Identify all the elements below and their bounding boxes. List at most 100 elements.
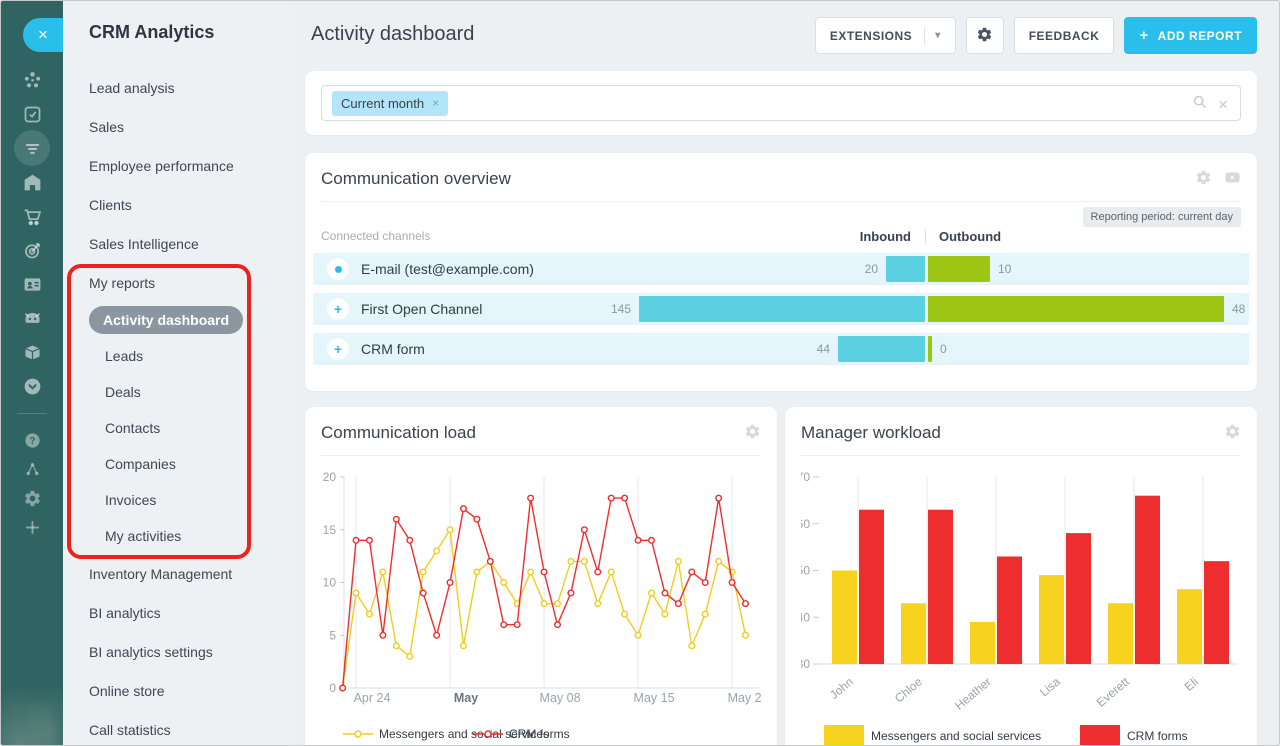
communication-load-chart: Apr 24 May May 08 May 15 May 22 0 5 10 15 20 Messe… <box>323 470 761 741</box>
filter-tag: Current month × <box>332 90 449 116</box>
strip-divider <box>17 413 47 414</box>
sidebar-item-leads[interactable]: Leads <box>89 338 285 374</box>
sidebar-item-label: BI analytics settings <box>89 643 213 660</box>
channel-label: First Open Channel <box>361 301 483 317</box>
target-icon[interactable] <box>1 233 63 267</box>
chevron-down-icon[interactable] <box>1 369 63 403</box>
sidebar-item-label: Sales <box>89 118 125 135</box>
add-report-button[interactable]: + ADD REPORT <box>1124 17 1257 54</box>
channel-rows: E-mail (test@example.com) 20 10 + First Open… <box>313 253 1249 373</box>
gear-icon[interactable] <box>744 423 761 445</box>
gear-icon[interactable] <box>1224 423 1241 445</box>
communication-load-panel: Communication load Apr 24 May May 08 May 15… <box>305 407 777 745</box>
sidebar-item-label: Clients <box>89 196 132 213</box>
sidebar-item-my-reports[interactable]: My reports <box>89 263 285 302</box>
sidebar-item-activity-dashboard[interactable]: Activity dashboard <box>89 302 285 338</box>
channel-dot-icon[interactable] <box>327 258 349 280</box>
sidebar-item-label: BI analytics <box>89 604 161 621</box>
sidebar-item-bi-analytics[interactable]: BI analytics <box>89 593 285 632</box>
add-report-label: ADD REPORT <box>1157 28 1242 43</box>
close-sidebar-button[interactable]: × <box>23 18 63 52</box>
gear-icon[interactable] <box>1195 169 1212 191</box>
sidebar-item-invoices[interactable]: Invoices <box>89 482 285 518</box>
filter-input[interactable]: Current month × × <box>321 85 1241 121</box>
button-divider <box>924 26 926 45</box>
channel-row[interactable]: E-mail (test@example.com) 20 10 <box>313 253 1249 285</box>
chevron-down-icon[interactable]: ▾ <box>935 30 941 41</box>
app-title: CRM Analytics <box>89 22 215 42</box>
filter-icons: × <box>1192 86 1228 122</box>
sidebar-item-label: Leads <box>105 348 144 364</box>
contact-card-icon[interactable] <box>1 267 63 301</box>
svg-text:20: 20 <box>323 470 337 484</box>
sidebar-item-my-activities[interactable]: My activities <box>89 518 285 554</box>
cart-icon[interactable] <box>1 199 63 233</box>
sidebar-item-label: Companies <box>105 456 176 472</box>
sidebar-item-call-statistics[interactable]: Call statistics <box>89 710 285 745</box>
sidebar-item-label: Invoices <box>105 492 157 508</box>
sidebar-item-sales-intelligence[interactable]: Sales Intelligence <box>89 224 285 263</box>
svg-text:0: 0 <box>329 681 336 695</box>
sidebar-item-label: My reports <box>89 274 156 291</box>
extensions-label: EXTENSIONS <box>829 28 913 43</box>
expand-plus-icon[interactable]: + <box>327 298 349 320</box>
svg-text:May: May <box>454 691 478 705</box>
clear-filter-icon[interactable]: × <box>1218 94 1228 114</box>
svg-text:40: 40 <box>801 610 810 624</box>
feedback-button[interactable]: FEEDBACK <box>1013 17 1115 54</box>
bot-icon[interactable] <box>1 301 63 335</box>
svg-text:Everett: Everett <box>1094 674 1133 710</box>
sidebar: CRM Analytics Lead analysis Sales Employee… <box>63 1 289 745</box>
warehouse-icon[interactable] <box>1 165 63 199</box>
sidebar-item-label: Contacts <box>105 420 161 436</box>
outbound-bar <box>928 256 990 282</box>
extensions-button[interactable]: EXTENSIONS ▾ <box>814 17 956 54</box>
inbound-bar <box>838 336 925 362</box>
filter-icon[interactable] <box>1 130 63 166</box>
sidebar-item-employee-performance[interactable]: Employee performance <box>89 146 285 185</box>
overview-column-header: Connected channels Inbound Outbound <box>321 229 1241 245</box>
sidebar-item-deals[interactable]: Deals <box>89 374 285 410</box>
expand-plus-icon[interactable]: + <box>327 338 349 360</box>
help-icon[interactable]: ? <box>1 426 63 455</box>
sidebar-item-label: Activity dashboard <box>89 306 244 334</box>
svg-text:May 08: May 08 <box>540 691 581 705</box>
remove-tag-icon[interactable]: × <box>432 96 440 110</box>
svg-text:Eli: Eli <box>1182 675 1201 694</box>
filter-tag-label: Current month <box>341 95 425 111</box>
sidebar-item-clients[interactable]: Clients <box>89 185 285 224</box>
channel-row[interactable]: + First Open Channel 145 48 <box>313 293 1249 325</box>
network-icon[interactable] <box>1 63 63 97</box>
sidebar-item-bi-analytics-settings[interactable]: BI analytics settings <box>89 632 285 671</box>
svg-text:CRM forms: CRM forms <box>1127 729 1188 743</box>
sidebar-item-label: Employee performance <box>89 157 234 174</box>
sidebar-item-online-store[interactable]: Online store <box>89 671 285 710</box>
svg-text:John: John <box>827 675 856 702</box>
sidebar-item-contacts[interactable]: Contacts <box>89 410 285 446</box>
svg-text:May 22: May 22 <box>728 691 761 705</box>
outbound-value: 0 <box>940 342 947 356</box>
video-help-icon[interactable] <box>1224 169 1241 191</box>
gear-icon <box>976 26 993 46</box>
page-title: Activity dashboard <box>311 23 475 45</box>
sidebar-item-label: Deals <box>105 384 141 400</box>
sidebar-item-label: Sales Intelligence <box>89 235 199 252</box>
inbound-bar <box>639 296 925 322</box>
knowledge-base-icon[interactable] <box>1 335 63 369</box>
divider <box>321 201 1241 202</box>
search-icon[interactable] <box>1192 94 1208 115</box>
settings-icon[interactable] <box>1 484 63 513</box>
sidebar-item-inventory-management[interactable]: Inventory Management <box>89 554 285 593</box>
inbound-bar <box>886 256 925 282</box>
channel-row[interactable]: + CRM form 44 0 <box>313 333 1249 365</box>
sidebar-item-companies[interactable]: Companies <box>89 446 285 482</box>
sidebar-item-sales[interactable]: Sales <box>89 107 285 146</box>
tasks-icon[interactable] <box>1 97 63 131</box>
outbound-value: 48 <box>1232 302 1246 316</box>
settings-button[interactable] <box>965 17 1004 54</box>
plus-icon[interactable] <box>1 513 63 542</box>
sidebar-item-lead-analysis[interactable]: Lead analysis <box>89 68 285 107</box>
manager-workload-chart: 30 40 50 60 70 John Chloe Heather Lisa Everett Eli… <box>801 470 1237 745</box>
share-icon[interactable] <box>1 455 63 484</box>
panel-actions <box>1224 423 1241 445</box>
